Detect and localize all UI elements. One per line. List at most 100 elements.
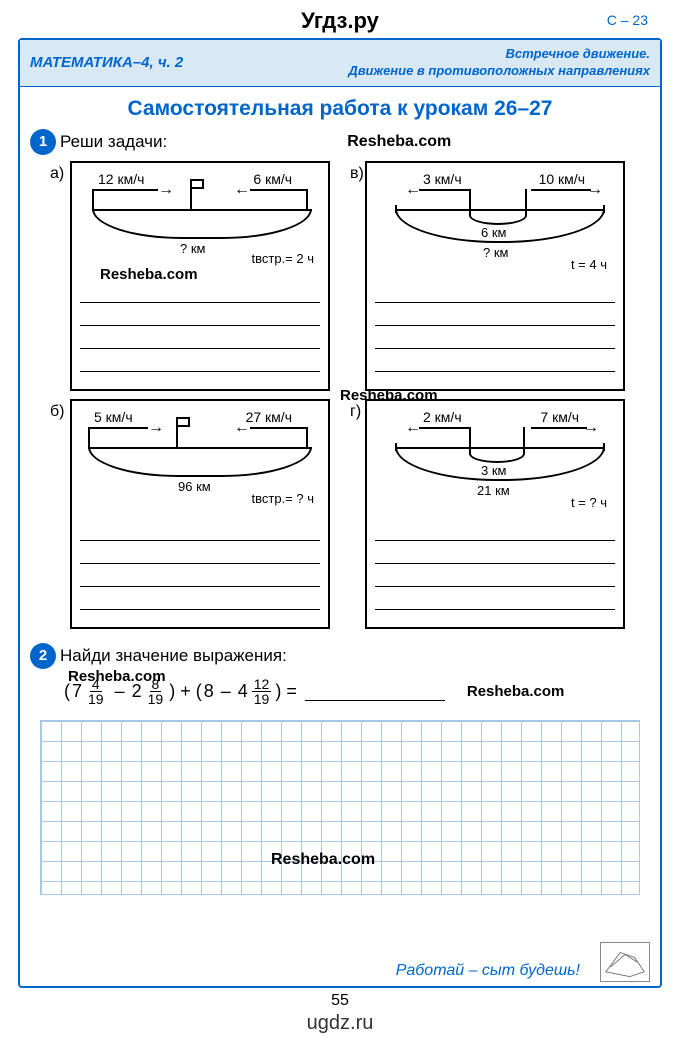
speed-b-left: 5 км/ч	[94, 409, 133, 425]
diagram-b: 5 км/ч 27 км/ч → ← 96 км tвстр.= ? ч	[80, 409, 320, 514]
arrow-left-icon: ←	[234, 419, 250, 437]
answer-line[interactable]	[80, 541, 320, 564]
resheba-watermark: Resheba.com	[340, 387, 438, 404]
answer-lines[interactable]	[375, 280, 615, 372]
task1-text: Реши задачи:	[60, 132, 167, 152]
vline	[306, 189, 308, 209]
panel-b: 5 км/ч 27 км/ч → ← 96 км tвстр.= ? ч	[70, 399, 330, 629]
arrow-right-icon: →	[148, 419, 164, 437]
task1-number: 1	[30, 129, 56, 155]
vline	[88, 427, 90, 447]
work-grid[interactable]: Resheba.com	[40, 720, 640, 895]
speed-b-right: 27 км/ч	[246, 409, 292, 425]
header-band: МАТЕМАТИКА–4, ч. 2 Встречное движение. Д…	[20, 40, 660, 87]
denominator: 19	[86, 692, 106, 706]
panel-v: 3 км/ч 10 км/ч ← → 6 км ? км t = 4 ч	[365, 161, 625, 391]
answer-line[interactable]	[80, 564, 320, 587]
vline	[306, 427, 308, 447]
answer-line[interactable]	[80, 349, 320, 372]
vline	[525, 189, 527, 209]
arrow-left-icon: ←	[234, 181, 250, 199]
label-b: б)	[50, 403, 65, 421]
numerator: 12	[252, 677, 272, 692]
fraction: 1219	[252, 677, 272, 706]
paren: ) =	[275, 681, 297, 702]
arrow-bar	[531, 189, 591, 191]
flag-icon	[176, 417, 190, 427]
time-g: t = ? ч	[571, 495, 607, 510]
page-number: 55	[0, 992, 680, 1010]
answer-line[interactable]	[375, 280, 615, 303]
answer-line[interactable]	[80, 518, 320, 541]
answer-lines[interactable]	[80, 280, 320, 372]
whole: 4	[238, 681, 248, 702]
arrow-bar	[531, 427, 587, 429]
task1-row: 1 Реши задачи: Resheba.com	[20, 129, 660, 155]
header-right-2: Движение в противоположных направлениях	[348, 63, 650, 80]
task2-text: Найди значение выражения:	[60, 646, 287, 666]
arrow-right-icon: →	[158, 181, 174, 199]
arc	[395, 447, 605, 481]
task2-row: 2 Найди значение выражения:	[20, 643, 660, 669]
diagram-a: 12 км/ч 6 км/ч → ← ? км tвстр.= 2 ч Resh…	[80, 171, 320, 276]
answer-line[interactable]	[375, 518, 615, 541]
arrow-bar	[419, 189, 469, 191]
header-right: Встречное движение. Движение в противопо…	[348, 46, 650, 80]
dist-g-bottom: 21 км	[477, 483, 510, 498]
answer-line[interactable]	[80, 587, 320, 610]
resheba-watermark: Resheba.com	[467, 683, 565, 700]
label-v: в)	[350, 165, 364, 183]
page-frame: С – 23 МАТЕМАТИКА–4, ч. 2 Встречное движ…	[18, 38, 662, 988]
top-watermark: Угдз.ру	[0, 0, 680, 38]
answer-line[interactable]	[375, 326, 615, 349]
resheba-watermark: Resheba.com	[100, 266, 198, 283]
paren: ) + (	[169, 681, 202, 702]
resheba-watermark: Resheba.com	[271, 851, 375, 869]
arrow-bar	[250, 189, 306, 191]
time-b: tвстр.= ? ч	[252, 491, 315, 506]
answer-line[interactable]	[375, 587, 615, 610]
answer-line[interactable]	[375, 303, 615, 326]
answer-line[interactable]	[375, 564, 615, 587]
answer-lines[interactable]	[375, 518, 615, 610]
hand-paper-icon	[601, 943, 649, 981]
panel-g: 2 км/ч 7 км/ч ← → 3 км 21 км t = ? ч	[365, 399, 625, 629]
page-label: С – 23	[607, 12, 648, 28]
panel-a: 12 км/ч 6 км/ч → ← ? км tвстр.= 2 ч Resh…	[70, 161, 330, 391]
dist-a: ? км	[180, 241, 205, 256]
arrow-bar	[94, 189, 158, 191]
arrow-bar	[250, 427, 306, 429]
arrow-right-icon: →	[587, 181, 603, 199]
speed-a-left: 12 км/ч	[98, 171, 144, 187]
arrow-bar	[90, 427, 148, 429]
answer-line[interactable]	[80, 326, 320, 349]
flagpole	[190, 189, 192, 209]
footer-illustration-icon	[600, 942, 650, 982]
diagram-v: 3 км/ч 10 км/ч ← → 6 км ? км t = 4 ч	[375, 171, 615, 276]
arc	[88, 447, 312, 477]
answer-lines[interactable]	[80, 518, 320, 610]
speed-a-right: 6 км/ч	[253, 171, 292, 187]
dist-v-bottom: ? км	[483, 245, 508, 260]
answer-blank[interactable]	[305, 681, 445, 701]
answer-line[interactable]	[375, 541, 615, 564]
denominator: 19	[146, 692, 166, 706]
vline	[469, 189, 471, 209]
answer-line[interactable]	[80, 280, 320, 303]
speed-g-right: 7 км/ч	[540, 409, 579, 425]
speed-v-right: 10 км/ч	[539, 171, 585, 187]
vline	[92, 189, 94, 209]
answer-line[interactable]	[375, 349, 615, 372]
label-g: г)	[350, 403, 361, 421]
denominator: 19	[252, 692, 272, 706]
arc	[92, 209, 312, 239]
bottom-watermark: ugdz.ru	[0, 1012, 680, 1035]
panels-grid: а) в) б) г) 12 км/ч 6 км/ч → ← ? км tвст…	[20, 161, 660, 629]
arrow-right-icon: →	[583, 419, 599, 437]
vline	[469, 427, 471, 447]
task2-number: 2	[30, 643, 56, 669]
speed-v-left: 3 км/ч	[423, 171, 462, 187]
answer-line[interactable]	[80, 303, 320, 326]
whole: 8	[204, 681, 214, 702]
time-a: tвстр.= 2 ч	[252, 251, 315, 266]
